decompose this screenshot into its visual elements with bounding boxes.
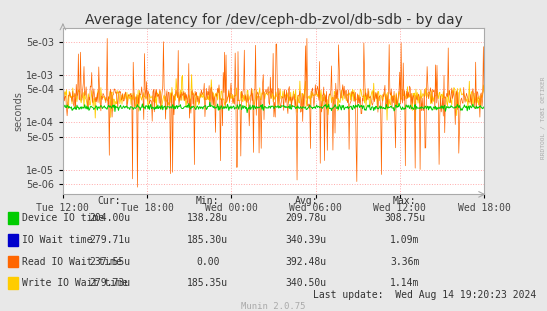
Title: Average latency for /dev/ceph-db-zvol/db-sdb - by day: Average latency for /dev/ceph-db-zvol/db… xyxy=(85,13,462,27)
Text: 1.14m: 1.14m xyxy=(390,278,420,288)
Text: 204.00u: 204.00u xyxy=(89,213,130,223)
Text: 209.78u: 209.78u xyxy=(286,213,327,223)
Text: 185.30u: 185.30u xyxy=(187,235,229,245)
Text: Last update:  Wed Aug 14 19:20:23 2024: Last update: Wed Aug 14 19:20:23 2024 xyxy=(313,290,536,300)
Text: Max:: Max: xyxy=(393,196,416,206)
Text: 0.00: 0.00 xyxy=(196,257,219,267)
Text: Write IO Wait time: Write IO Wait time xyxy=(22,278,127,288)
Text: Avg:: Avg: xyxy=(295,196,318,206)
Text: IO Wait time: IO Wait time xyxy=(22,235,92,245)
Text: 279.71u: 279.71u xyxy=(89,235,130,245)
Text: 308.75u: 308.75u xyxy=(384,213,426,223)
Text: Munin 2.0.75: Munin 2.0.75 xyxy=(241,302,306,311)
Text: 185.35u: 185.35u xyxy=(187,278,229,288)
Text: RRDTOOL / TOBI OETIKER: RRDTOOL / TOBI OETIKER xyxy=(541,77,546,160)
Text: 138.28u: 138.28u xyxy=(187,213,229,223)
Text: Device IO time: Device IO time xyxy=(22,213,104,223)
Text: Min:: Min: xyxy=(196,196,219,206)
Text: 279.73u: 279.73u xyxy=(89,278,130,288)
Text: 1.09m: 1.09m xyxy=(390,235,420,245)
Text: 340.39u: 340.39u xyxy=(286,235,327,245)
Text: 340.50u: 340.50u xyxy=(286,278,327,288)
Text: Cur:: Cur: xyxy=(98,196,121,206)
Text: 237.55u: 237.55u xyxy=(89,257,130,267)
Text: 3.36m: 3.36m xyxy=(390,257,420,267)
Text: 392.48u: 392.48u xyxy=(286,257,327,267)
Text: Read IO Wait time: Read IO Wait time xyxy=(22,257,122,267)
Y-axis label: seconds: seconds xyxy=(13,91,23,131)
